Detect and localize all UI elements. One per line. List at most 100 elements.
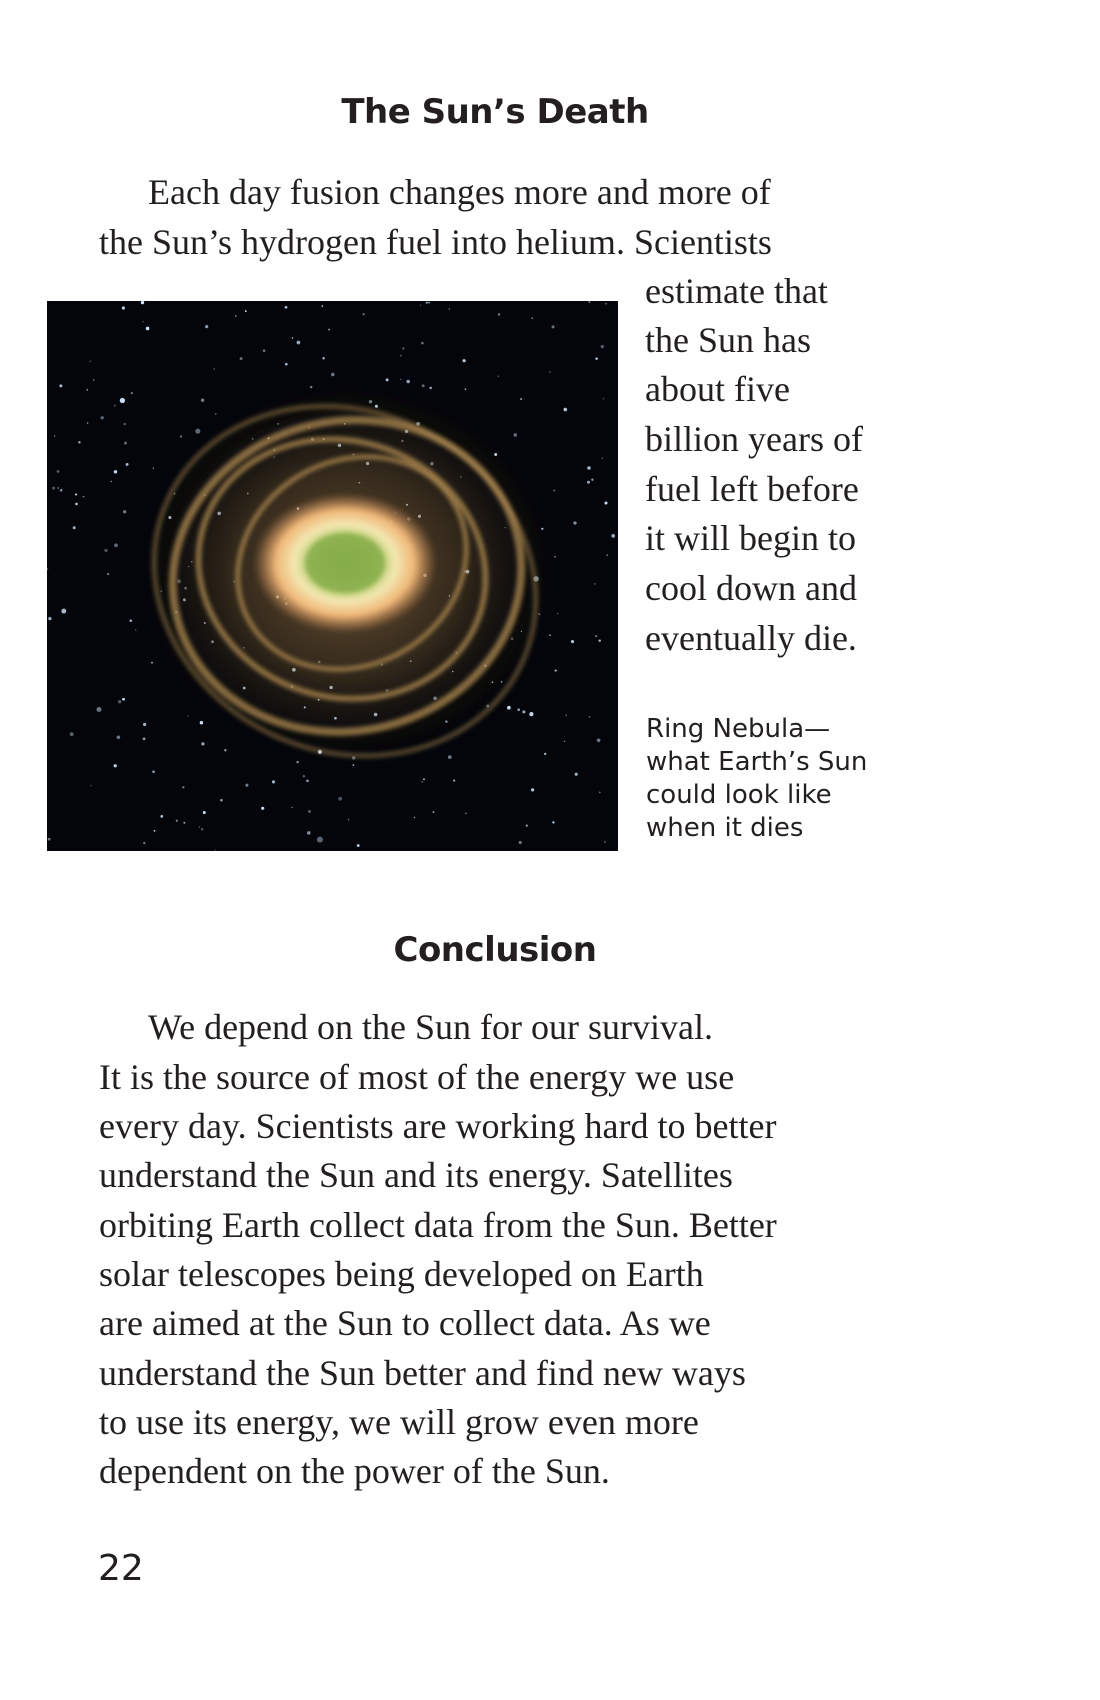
star — [72, 526, 76, 530]
star — [291, 337, 294, 339]
body-text-line: are aimed at the Sun to collect data. As… — [99, 1303, 711, 1343]
star — [362, 313, 365, 316]
star — [428, 301, 430, 304]
star — [513, 433, 518, 437]
star — [59, 488, 63, 492]
star — [143, 722, 147, 727]
body-text-line: every day. Scientists are working hard t… — [99, 1106, 777, 1146]
star — [307, 831, 311, 835]
star — [429, 386, 433, 390]
body-text-line: the Sun has — [645, 320, 811, 360]
body-text-line: Each day fusion changes more and more of — [148, 172, 771, 212]
star — [182, 786, 185, 789]
caption-line: when it dies — [646, 813, 804, 843]
star — [75, 493, 78, 496]
star — [47, 837, 51, 841]
star — [113, 764, 117, 768]
star — [140, 301, 145, 305]
star — [322, 357, 325, 360]
body-text-line: billion years of — [645, 419, 863, 459]
body-text-line: it will begin to — [645, 518, 856, 558]
caption-line: Ring Nebula— — [646, 714, 831, 744]
star — [385, 378, 389, 382]
section-heading-conclusion: Conclusion — [393, 930, 597, 970]
star — [195, 428, 201, 434]
star — [145, 326, 150, 331]
star — [179, 435, 183, 438]
star — [525, 824, 528, 827]
star — [48, 617, 52, 621]
star — [465, 812, 467, 815]
star — [201, 742, 205, 746]
star — [92, 379, 95, 381]
star — [86, 422, 89, 424]
star — [331, 372, 335, 377]
star — [549, 371, 551, 373]
star — [600, 344, 604, 349]
star — [201, 828, 204, 831]
star — [151, 661, 153, 664]
star — [338, 796, 343, 801]
star — [57, 487, 59, 489]
body-text-line: fuel left before — [645, 469, 859, 509]
star — [316, 836, 323, 843]
star — [130, 392, 133, 395]
star — [448, 308, 451, 310]
star — [119, 397, 126, 404]
star — [400, 378, 402, 381]
star — [96, 706, 102, 713]
star — [598, 791, 601, 794]
star — [89, 360, 92, 363]
star — [61, 608, 67, 614]
star — [59, 384, 63, 388]
star — [522, 710, 526, 714]
star — [573, 521, 577, 525]
star — [271, 780, 276, 784]
star — [497, 375, 500, 378]
star — [553, 489, 556, 492]
body-text-line: about five — [645, 369, 790, 409]
star — [352, 764, 355, 766]
star — [347, 818, 350, 821]
star — [160, 815, 164, 818]
star — [284, 305, 288, 309]
star — [591, 478, 594, 481]
star — [291, 806, 294, 809]
star — [544, 752, 547, 755]
star — [114, 543, 118, 548]
star — [595, 357, 598, 360]
body-text-line: solar telescopes being developed on Eart… — [99, 1254, 704, 1294]
star — [107, 572, 110, 576]
star — [262, 349, 266, 352]
star — [200, 398, 205, 402]
star — [261, 806, 265, 810]
caption-line: what Earth’s Sun — [646, 747, 868, 777]
star — [453, 779, 456, 782]
star — [306, 779, 309, 783]
star — [224, 749, 227, 752]
star — [117, 699, 122, 704]
star — [549, 634, 551, 636]
star — [152, 770, 155, 773]
star — [124, 441, 127, 445]
star — [235, 315, 237, 317]
star — [598, 639, 601, 642]
star — [517, 708, 520, 711]
star — [100, 416, 104, 420]
star — [563, 740, 566, 743]
body-text-line: the Sun’s hydrogen fuel into helium. Sci… — [99, 222, 772, 262]
star — [213, 368, 216, 370]
star — [215, 413, 217, 415]
star — [134, 629, 137, 631]
star — [595, 635, 598, 638]
star — [153, 829, 156, 832]
star — [284, 362, 288, 366]
star — [406, 379, 410, 384]
star — [205, 325, 209, 329]
star — [603, 841, 606, 843]
body-text-line: understand the Sun and its energy. Satel… — [99, 1155, 733, 1195]
photo-caption: Ring Nebula— what Earth’s Sun could look… — [646, 713, 867, 845]
star — [122, 697, 125, 701]
star — [125, 462, 129, 466]
star — [604, 501, 608, 505]
